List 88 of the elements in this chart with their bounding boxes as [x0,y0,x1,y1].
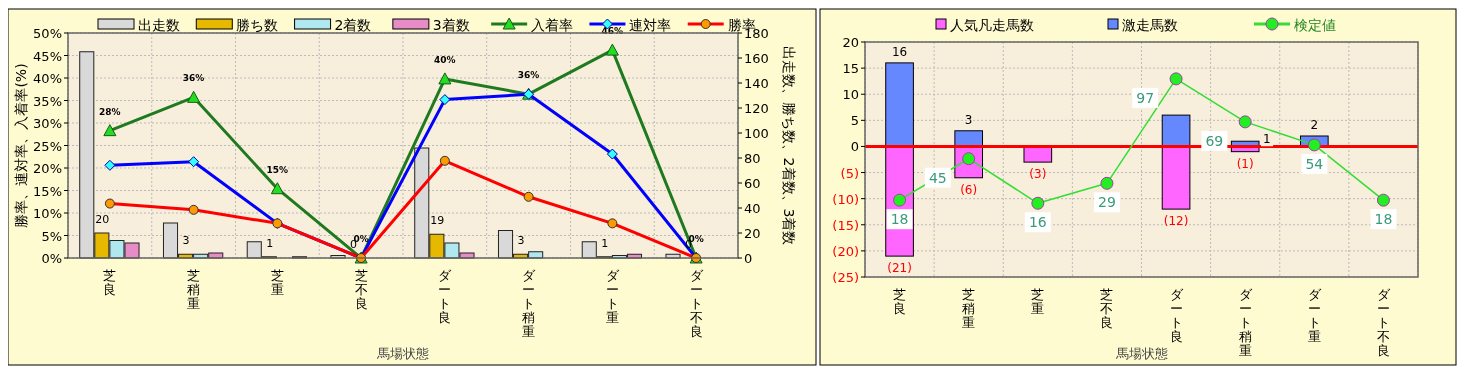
data-label: 18 [890,211,909,228]
y-tick-label: 40% [33,71,62,86]
data-label: (3) [1029,167,1047,182]
legend-label: 2着数 [334,17,372,33]
x-tick-label: 芝不良 [1100,287,1114,330]
y-tick-label: (20) [832,243,859,259]
data-label: (21) [887,261,912,276]
y-tick-label: 15% [33,183,62,199]
x-axis-title: 馬場状態 [1114,346,1168,361]
legend-label: 検定値 [1294,17,1336,33]
y2-tick-label: 0 [744,251,753,266]
y2-tick-label: 100 [744,126,769,141]
y-tick-label: 50% [33,26,62,41]
x-tick-label: 芝稍重 [962,287,976,330]
y-tick-label: (25) [832,270,859,285]
y-tick-label: (15) [832,217,859,233]
data-label: 3 [517,234,525,248]
legend-label: 入着率 [531,17,574,33]
y-tick-label: 15 [842,61,859,77]
y-tick-label: 45% [33,48,62,64]
y-axis-title: 勝率、連対率、入着率(%) [13,63,29,228]
y-tick-label: 25% [33,138,62,154]
data-label: 16 [891,44,908,59]
x-tick-label: 芝重 [1031,287,1045,316]
legend-label: 人気凡走馬数 [950,17,1034,33]
y2-tick-label: 40 [744,201,761,216]
data-label: 29 [1098,194,1116,211]
x-tick-label: ダート良 [1169,287,1184,344]
data-label: 18 [1374,211,1393,228]
y-tick-label: 35% [33,93,62,109]
y-tick-label: 20% [33,161,62,176]
data-label: 3 [964,112,973,127]
y-tick-label: 5% [41,228,62,244]
data-label: (1) [1236,156,1254,171]
data-label: 36% [182,73,205,84]
y-tick-label: 10 [842,87,859,103]
legend-label: 出走数 [138,17,180,33]
data-label: 20 [95,213,110,226]
y-tick-label: 20 [842,35,859,50]
y-tick-label: 0% [41,251,62,266]
data-label: 15% [266,164,289,175]
y-tick-label: 10% [33,206,62,221]
x-tick-label: ダート良 [438,268,453,325]
x-tick-label: 芝良 [893,287,907,316]
x-tick-label: 芝重 [270,268,284,297]
data-label: 54 [1305,155,1324,172]
x-tick-label: 芝稍重 [187,268,201,311]
x-tick-label: ダート重 [1307,287,1322,344]
data-label: 97 [1136,89,1155,106]
x-tick-label: 芝良 [103,268,117,297]
data-label: 45 [928,169,947,186]
y2-tick-label: 120 [744,101,769,116]
y-tick-label: 30% [33,116,62,131]
x-axis-title: 馬場状態 [376,346,429,361]
x-tick-label: ダート稍重 [522,268,537,339]
x-tick-label: ダート稍重 [1238,287,1253,358]
y2-axis-title: 出走数、勝ち数、2着数、3着数 [781,45,797,246]
y2-tick-label: 160 [744,51,769,66]
data-label: 2 [1310,118,1319,132]
x-tick-label: ダート不良 [689,268,704,339]
legend-label: 激走馬数 [1122,17,1178,33]
legend-label: 勝ち数 [236,17,279,33]
y-tick-label: 0 [850,139,859,155]
data-label: 19 [430,214,445,228]
data-label: 69 [1205,132,1224,149]
data-label: 3 [182,234,190,248]
y2-tick-label: 20 [744,226,761,241]
x-tick-label: ダート不良 [1376,287,1391,358]
legend-label: 3着数 [432,17,470,33]
y2-tick-label: 140 [744,76,769,91]
y-tick-label: (10) [832,191,859,207]
data-label: 1 [1263,132,1271,147]
data-label: 16 [1028,214,1047,231]
data-label: (12) [1163,214,1189,229]
y-tick-label: (5) [840,165,859,181]
data-label: 1 [601,236,609,250]
data-label: 40% [434,54,456,65]
data-label: 1 [266,236,274,250]
y2-tick-label: 80 [744,151,761,166]
data-label: 28% [99,106,121,117]
legend-label: 連対率 [629,17,672,33]
x-tick-label: 芝不良 [354,268,368,311]
y-tick-label: 5 [850,113,859,129]
data-label: (6) [960,182,978,197]
x-tick-label: ダート重 [605,268,620,325]
y2-tick-label: 60 [744,176,761,191]
data-label: 46% [601,26,624,37]
data-label: 36% [517,70,540,81]
